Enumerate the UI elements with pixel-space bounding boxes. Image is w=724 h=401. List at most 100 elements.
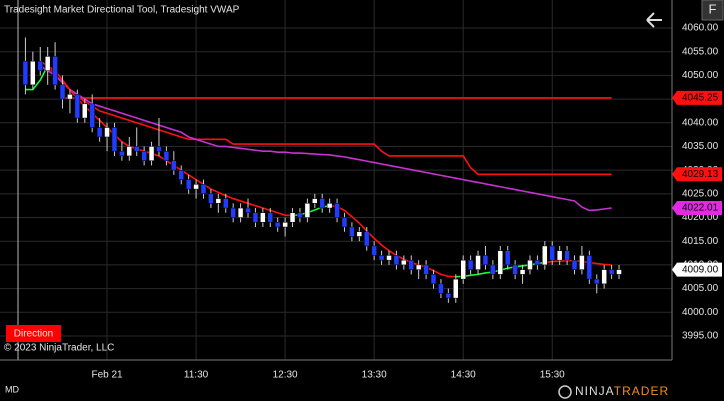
candle-body xyxy=(460,259,466,280)
direction-button[interactable] xyxy=(6,325,61,342)
candle-body xyxy=(22,60,29,86)
price-marker-label: 4009.00 xyxy=(682,264,719,275)
y-tick-label: 4050.00 xyxy=(682,70,719,81)
candle-body xyxy=(193,184,199,190)
candle-body xyxy=(148,146,155,161)
y-tick-label: 4020.00 xyxy=(682,212,719,223)
x-tick-label: 15:30 xyxy=(540,370,565,381)
candle-body xyxy=(59,84,66,100)
y-tick-label: 4025.00 xyxy=(682,188,719,199)
candle-body xyxy=(208,193,214,204)
candle-body xyxy=(156,146,162,152)
candle-body xyxy=(423,264,429,275)
logo-icon xyxy=(558,385,572,399)
plot-area xyxy=(22,37,622,303)
candle-body xyxy=(430,274,437,285)
candle-body xyxy=(616,269,622,275)
candle-body xyxy=(549,245,555,261)
candle-body xyxy=(326,203,333,209)
y-tick-label: 4000.00 xyxy=(682,307,719,318)
candle-body xyxy=(82,103,88,119)
candle-body xyxy=(363,231,370,247)
price-marker-label: 4045.25 xyxy=(682,93,719,104)
price-marker xyxy=(672,167,722,182)
candle-body xyxy=(475,255,481,270)
candle-body xyxy=(96,127,103,138)
back-arrow[interactable] xyxy=(646,12,662,28)
price-marker-label: 4029.13 xyxy=(682,169,719,180)
candle-body xyxy=(542,245,548,266)
candle-body xyxy=(67,94,73,100)
indicator-line xyxy=(39,60,612,176)
candle-body xyxy=(289,212,296,223)
candle-body xyxy=(512,264,518,275)
candle-body xyxy=(171,160,177,171)
x-tick-label: 13:30 xyxy=(362,370,387,381)
indicator-line xyxy=(39,65,612,212)
logo: NINJATRADER xyxy=(575,384,669,398)
candle-body xyxy=(356,231,363,237)
candle-body xyxy=(556,250,563,261)
indicator-line xyxy=(47,65,612,278)
x-tick-label: 11:30 xyxy=(184,370,209,381)
candle-body xyxy=(401,259,407,266)
candle-body xyxy=(438,283,444,294)
y-tick-label: 4005.00 xyxy=(682,283,719,294)
candle-body xyxy=(260,212,266,223)
candle-body xyxy=(215,198,222,204)
candle-body xyxy=(245,207,251,214)
candle-body xyxy=(490,264,496,275)
candle-body xyxy=(126,146,133,157)
y-tick-label: 4060.00 xyxy=(682,23,719,34)
f-button[interactable] xyxy=(701,0,724,21)
x-tick-label: Feb 21 xyxy=(91,370,123,381)
candle-body xyxy=(74,94,81,119)
candle-body xyxy=(608,269,615,275)
candle-body xyxy=(119,150,125,157)
price-marker xyxy=(672,90,722,105)
price-marker-label: 4022.01 xyxy=(682,203,719,214)
candle-body xyxy=(564,250,570,261)
chart-title: Tradesight Market Directional Tool, Trad… xyxy=(4,5,240,16)
candle-body xyxy=(37,60,44,71)
candle-body xyxy=(393,255,400,266)
candle-body xyxy=(267,212,274,223)
candle-body xyxy=(163,150,170,161)
candle-body xyxy=(104,127,110,138)
candle-body xyxy=(586,255,593,280)
y-tick-label: 4055.00 xyxy=(682,46,719,57)
candle-body xyxy=(519,269,526,275)
candle-body xyxy=(371,245,377,256)
candle-body xyxy=(44,56,51,71)
candle-body xyxy=(334,203,340,218)
candle-body xyxy=(482,255,489,266)
candle-body xyxy=(52,56,58,86)
candle-body xyxy=(237,207,244,218)
candle-body xyxy=(445,293,452,299)
candle-body xyxy=(223,198,229,209)
candle-body xyxy=(527,259,533,270)
candle-body xyxy=(497,250,504,275)
candle-body xyxy=(111,127,118,152)
candle-body xyxy=(341,217,348,228)
candle-body xyxy=(200,184,207,195)
candle-body xyxy=(312,198,318,204)
candle-body xyxy=(594,278,600,285)
candle-body xyxy=(534,259,541,266)
candle-body xyxy=(133,146,140,152)
candle-body xyxy=(230,207,236,218)
candle-body xyxy=(304,203,311,218)
candle-body xyxy=(453,278,459,299)
direction-button-label[interactable]: Direction xyxy=(14,329,53,340)
f-button-label[interactable]: F xyxy=(709,1,717,16)
instrument: MD xyxy=(5,384,19,394)
candle-body xyxy=(274,222,281,228)
y-tick-label: 4040.00 xyxy=(682,117,719,128)
candle-body xyxy=(178,169,184,180)
price-marker xyxy=(672,201,722,216)
candle-body xyxy=(252,212,259,223)
logo-left: NINJA xyxy=(575,384,614,398)
x-tick-label: 12:30 xyxy=(273,370,298,381)
